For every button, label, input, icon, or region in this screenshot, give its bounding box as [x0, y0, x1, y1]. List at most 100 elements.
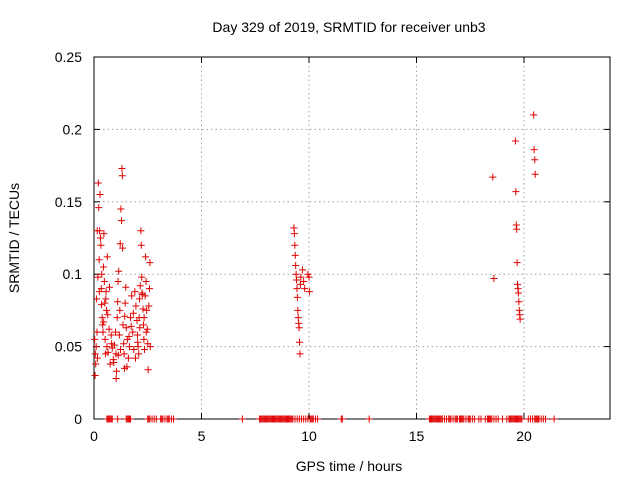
data-point	[112, 374, 120, 382]
data-point	[102, 288, 110, 296]
data-point	[116, 345, 124, 353]
data-point	[103, 343, 111, 351]
y-tick-label: 0	[74, 411, 82, 427]
data-point	[131, 354, 139, 362]
data-point	[122, 324, 130, 332]
data-point	[120, 340, 128, 348]
data-point	[95, 256, 103, 264]
y-tick-label: 0.15	[55, 194, 82, 210]
data-point	[115, 267, 123, 275]
data-point	[314, 415, 322, 423]
data-point	[511, 137, 519, 145]
y-tick-label: 0.2	[63, 121, 83, 137]
data-point	[136, 282, 144, 290]
data-point	[125, 332, 133, 340]
data-point	[145, 285, 153, 293]
data-point	[296, 338, 304, 346]
data-point	[91, 335, 99, 343]
data-point	[135, 350, 143, 358]
data-point	[113, 314, 121, 322]
data-point	[100, 318, 108, 326]
data-point	[92, 360, 100, 368]
data-point	[238, 415, 246, 423]
data-point	[365, 415, 373, 423]
data-point	[104, 348, 112, 356]
data-point	[114, 351, 122, 359]
x-tick-label: 0	[90, 428, 98, 444]
data-point	[513, 225, 521, 233]
x-tick-label: 10	[301, 428, 317, 444]
data-point	[93, 354, 101, 362]
data-point	[131, 288, 139, 296]
data-point	[134, 338, 142, 346]
data-point	[294, 306, 302, 314]
y-tick-label: 0.1	[63, 266, 83, 282]
data-point	[296, 350, 304, 358]
data-point	[122, 283, 130, 291]
data-point	[291, 241, 299, 249]
data-point	[127, 415, 135, 423]
data-point	[542, 415, 549, 423]
data-point	[143, 306, 151, 314]
data-point	[139, 305, 147, 313]
data-point	[514, 289, 522, 297]
data-point	[91, 350, 99, 358]
data-point	[105, 325, 113, 333]
data-point	[100, 230, 108, 238]
data-point	[116, 306, 124, 314]
data-point	[513, 259, 521, 267]
data-point	[115, 331, 123, 339]
data-point	[296, 280, 304, 288]
data-point	[102, 306, 110, 314]
data-point	[293, 276, 301, 284]
data-point	[300, 277, 308, 285]
mark-layer	[91, 111, 558, 423]
data-point	[290, 230, 298, 238]
data-point	[489, 173, 497, 181]
data-point	[112, 328, 119, 336]
data-point	[490, 275, 498, 283]
data-point	[305, 288, 313, 296]
data-point	[94, 179, 102, 187]
data-point	[515, 298, 523, 306]
data-point	[137, 227, 145, 235]
data-point	[138, 273, 146, 281]
data-point	[100, 277, 108, 285]
grid-layer	[94, 57, 610, 419]
data-point	[512, 188, 520, 196]
data-point	[118, 217, 126, 225]
y-tick-label: 0.05	[55, 339, 82, 355]
data-point	[129, 328, 137, 336]
data-point	[119, 321, 127, 329]
data-point	[293, 285, 301, 293]
data-point	[141, 345, 149, 353]
data-point	[128, 292, 136, 300]
data-point	[142, 253, 150, 261]
data-point	[170, 415, 178, 423]
data-point	[530, 111, 538, 119]
data-point	[132, 302, 140, 310]
x-tick-label: 5	[198, 428, 206, 444]
data-point	[531, 170, 539, 178]
data-point	[297, 273, 305, 281]
data-point	[121, 312, 129, 320]
data-point	[113, 367, 121, 375]
data-point	[121, 299, 129, 307]
chart-title: Day 329 of 2019, SRMTID for receiver unb…	[212, 19, 485, 35]
data-point	[143, 325, 151, 333]
data-point	[140, 314, 148, 322]
data-point	[101, 335, 109, 343]
data-point	[125, 343, 133, 351]
data-point	[550, 415, 558, 423]
data-point	[114, 415, 122, 423]
data-point	[99, 321, 107, 329]
x-tick-label: 15	[409, 428, 425, 444]
data-point	[146, 343, 154, 351]
data-point	[93, 295, 101, 303]
data-point	[105, 283, 113, 291]
data-point	[93, 328, 101, 336]
data-point	[106, 360, 114, 368]
data-point	[530, 146, 538, 154]
data-point	[95, 288, 103, 296]
